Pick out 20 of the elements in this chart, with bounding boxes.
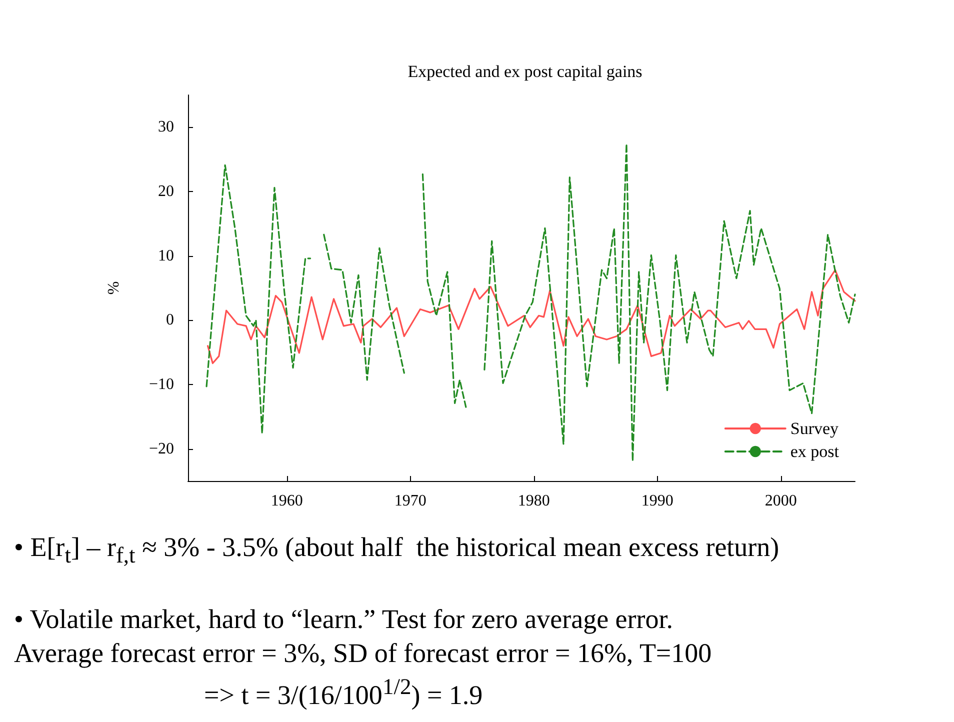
line-series (206, 269, 856, 364)
y-tick-label: 10 (158, 247, 174, 264)
y-tick-label: −20 (148, 440, 174, 458)
y-tick-label: 0 (166, 312, 174, 329)
x-tick-label: 1980 (518, 492, 550, 510)
chart-title: Expected and ex post capital gains (408, 62, 642, 81)
y-tick-label: −10 (148, 376, 174, 393)
text: • E[r$_{t}$] – r$_{f,t}$ ≈ 3% - 3.5% (about half the historical mean excess return) (14, 531, 780, 570)
x-tick-label: 2000 (764, 492, 797, 510)
x-tick-label: 1970 (394, 492, 426, 510)
text: • Volatile market, hard to “learn.” Test for zero average error. (14, 603, 674, 636)
y-tick-label: 20 (158, 183, 174, 200)
text: Average forecast error = 3%, SD of forecast error = 16%, T=100 (14, 637, 713, 670)
y-axis-title: % (106, 281, 122, 295)
x-tick-label: 1990 (641, 492, 674, 510)
legend-label: ex post (790, 442, 840, 461)
x-tick-label: 1960 (270, 492, 303, 510)
text: => t = 3/(16/100$^{1/2}$) = 1.9 (203, 673, 484, 712)
y-tick-label: 30 (158, 118, 174, 136)
legend-label: Survey (790, 419, 840, 438)
